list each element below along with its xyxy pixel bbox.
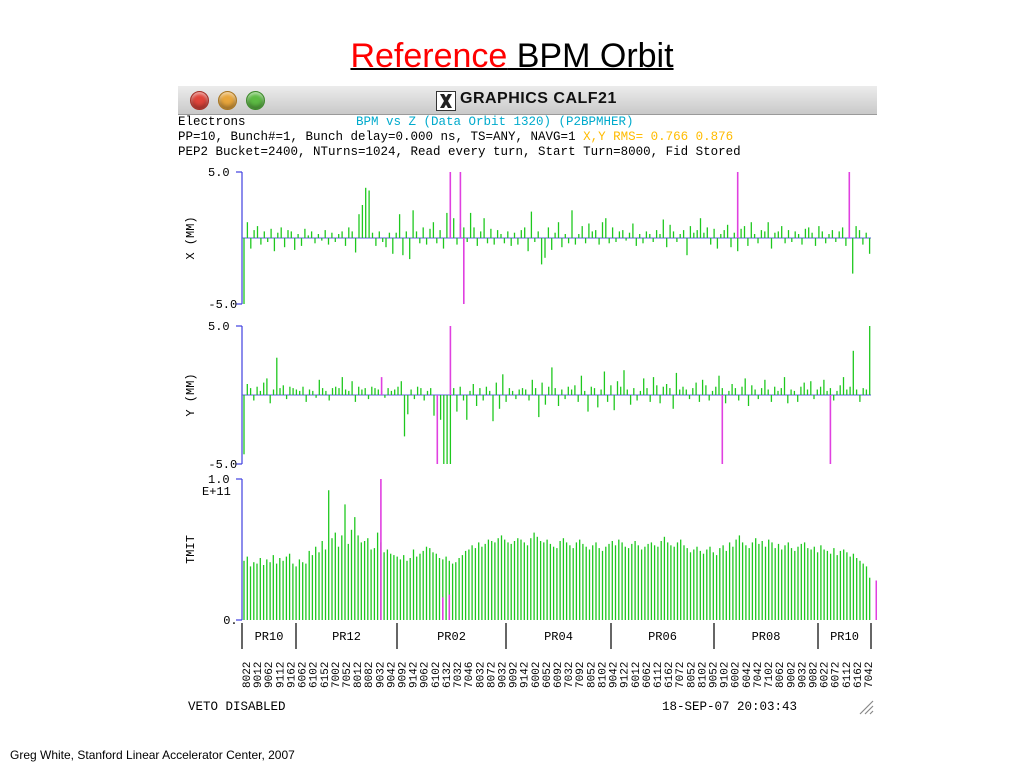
bpm-label: 9032	[498, 662, 510, 688]
bpm-label: 8102	[697, 662, 709, 688]
slide-title-bpm-orbit: BPM Orbit	[507, 37, 674, 75]
bpm-label: 6112	[842, 662, 854, 688]
bpm-label: 9112	[275, 662, 287, 688]
bpm-label: 9142	[520, 662, 532, 688]
timestamp: 18-SEP-07 20:03:43	[662, 700, 798, 714]
resize-grip-icon[interactable]	[856, 697, 874, 715]
region-label: PR04	[544, 630, 573, 644]
bpm-label: 8062	[775, 662, 787, 688]
bpm-label: 9012	[253, 662, 265, 688]
region-label: PR12	[332, 630, 361, 644]
acquisition-params-text: PP=10, Bunch#=1, Bunch delay=0.000 ns, T…	[178, 130, 584, 144]
bpm-label: 6002	[731, 662, 743, 688]
bpm-label: 9102	[720, 662, 732, 688]
bpm-label: 7052	[342, 662, 354, 688]
bpm-label: 7102	[764, 662, 776, 688]
graphics-window: GRAPHICS CALF21 Electrons BPM vs Z (Data…	[178, 86, 877, 718]
bpm-label: 9052	[709, 662, 721, 688]
window-titlebar[interactable]: GRAPHICS CALF21	[178, 86, 877, 115]
bpm-label: 6102	[309, 662, 321, 688]
bpm-label: 6152	[320, 662, 332, 688]
tmit-ytick-max: 1.0	[208, 473, 230, 487]
bpm-label: 7032	[564, 662, 576, 688]
y-ytick-max: 5.0	[208, 320, 230, 334]
bpm-label: 8032	[475, 662, 487, 688]
bpm-label: 8082	[364, 662, 376, 688]
bpm-label: 9062	[264, 662, 276, 688]
bpm-label: 6072	[831, 662, 843, 688]
bpm-label: 6012	[631, 662, 643, 688]
bpm-label: 8012	[353, 662, 365, 688]
bpm-label: 6092	[553, 662, 565, 688]
bpm-label: 9082	[809, 662, 821, 688]
bpm-label: 7092	[575, 662, 587, 688]
acquisition-params: PP=10, Bunch#=1, Bunch delay=0.000 ns, T…	[178, 130, 733, 145]
bpm-label: 7002	[331, 662, 343, 688]
region-label: PR02	[437, 630, 466, 644]
bpm-label: 9162	[286, 662, 298, 688]
close-button[interactable]	[190, 91, 209, 110]
region-label: PR06	[648, 630, 677, 644]
zoom-button[interactable]	[246, 91, 265, 110]
y-ytick-min: -5.0	[208, 458, 237, 472]
x11-logo-icon	[436, 91, 456, 111]
bpm-label: 9032	[797, 662, 809, 688]
bpm-label: 9142	[409, 662, 421, 688]
bpm-label: 9092	[398, 662, 410, 688]
region-label: PR10	[255, 630, 284, 644]
bpm-label: 9002	[786, 662, 798, 688]
bpm-label: 6112	[653, 662, 665, 688]
bpm-label: 6062	[642, 662, 654, 688]
y-ylabel: Y (MM)	[184, 373, 198, 416]
bpm-label: 8022	[242, 662, 254, 688]
bpm-label: 9122	[620, 662, 632, 688]
panel-y	[236, 325, 871, 465]
bpm-label: 9042	[609, 662, 621, 688]
x-ytick-max: 5.0	[208, 166, 230, 180]
bpm-label: 6162	[853, 662, 865, 688]
bpm-label: 7042	[753, 662, 765, 688]
bpm-label: 6062	[298, 662, 310, 688]
bpm-label: 8102	[597, 662, 609, 688]
bpm-label: 8052	[586, 662, 598, 688]
bpm-label: 6042	[742, 662, 754, 688]
window-title: GRAPHICS CALF21	[460, 90, 617, 107]
credit-footer: Greg White, Stanford Linear Accelerator …	[10, 748, 295, 762]
region-label: PR08	[752, 630, 781, 644]
tmit-ylabel: TMIT	[184, 535, 198, 564]
bpm-label: 9062	[420, 662, 432, 688]
bpm-label: 6022	[820, 662, 832, 688]
bucket-params: PEP2 Bucket=2400, NTurns=1024, Read ever…	[178, 145, 741, 159]
bpm-label: 8052	[686, 662, 698, 688]
tmit-ytick-min: 0.	[223, 614, 237, 628]
tmit-ytick-note: E+11	[202, 485, 231, 499]
rms-label: X,Y RMS= 0.766 0.876	[583, 130, 734, 144]
bpm-label: 9092	[509, 662, 521, 688]
bpm-label: 6102	[431, 662, 443, 688]
x-ytick-min: -5.0	[208, 298, 237, 312]
minimize-button[interactable]	[218, 91, 237, 110]
bpm-label: 7042	[864, 662, 876, 688]
bpm-label: 6002	[531, 662, 543, 688]
orbit-plots: 5.0 -5.0 X (MM) 5.0 -5.0 Y (MM) 1.0 0. E+11 TMIT P…	[184, 166, 877, 688]
region-label: PR10	[830, 630, 859, 644]
slide-title-reference: Reference	[350, 37, 508, 75]
bpm-label: 9042	[386, 662, 398, 688]
panel-tmit	[236, 478, 877, 621]
x-ylabel: X (MM)	[184, 216, 198, 259]
bpm-label: 6052	[542, 662, 554, 688]
veto-status: VETO DISABLED	[188, 700, 286, 714]
bpm-label: 7032	[453, 662, 465, 688]
bpm-label: 6132	[442, 662, 454, 688]
bpm-label: 8072	[486, 662, 498, 688]
bpm-label: 7072	[675, 662, 687, 688]
beam-type-label: Electrons	[178, 115, 246, 129]
panel-x	[236, 171, 871, 305]
bpm-label: 6162	[664, 662, 676, 688]
bpm-label: 7046	[464, 662, 476, 688]
plot-title: BPM vs Z (Data Orbit 1320) (P2BPMHER)	[356, 115, 634, 129]
bpm-label: 9032	[375, 662, 387, 688]
slide-title: Reference BPM Orbit	[0, 34, 1024, 78]
